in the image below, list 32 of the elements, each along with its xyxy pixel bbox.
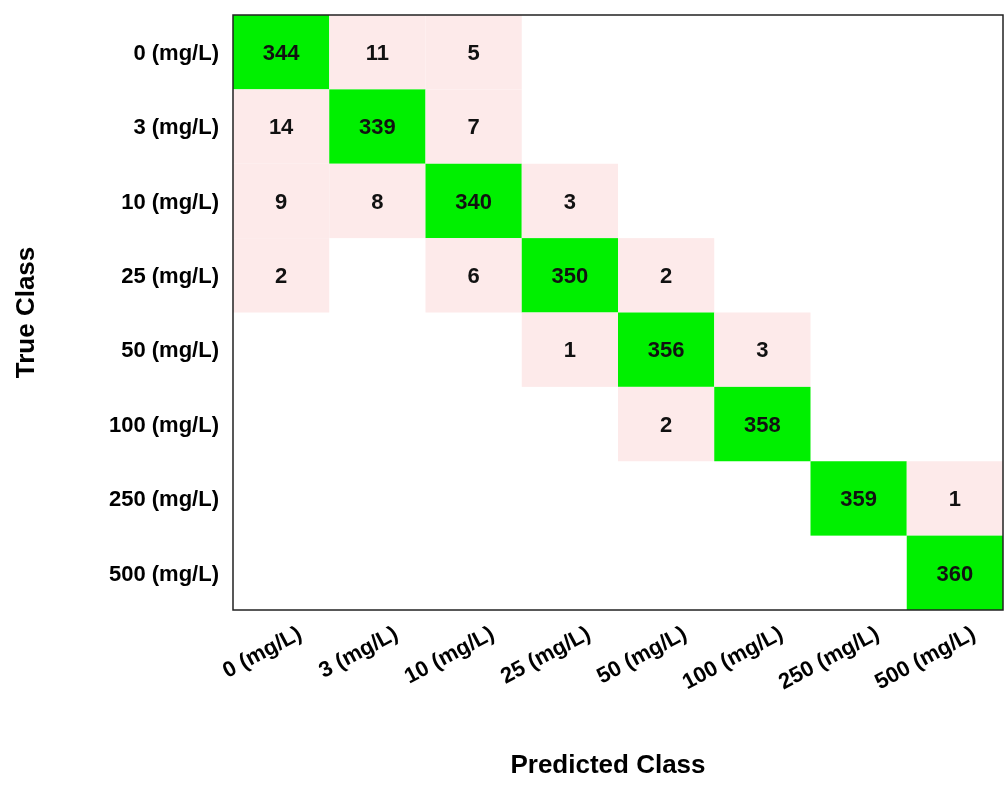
data-label: 6: [467, 263, 480, 289]
y-tick-label: 100 (mg/L): [108, 411, 219, 437]
data-label: 358: [744, 411, 781, 437]
y-tick-label: 50 (mg/L): [121, 337, 219, 363]
y-tick-label: 250 (mg/L): [108, 486, 219, 512]
data-label: 3: [563, 188, 576, 214]
data-label: 3: [756, 337, 769, 363]
data-label: 11: [365, 39, 390, 65]
data-label: 344: [262, 39, 301, 65]
y-tick-label: 0 (mg/L): [133, 39, 219, 65]
data-label: 2: [660, 411, 673, 437]
y-tick-label: 3 (mg/L): [133, 114, 219, 140]
y-tick-label: 25 (mg/L): [121, 263, 219, 289]
y-tick-label: 500 (mg/L): [108, 560, 219, 586]
data-label: 2: [660, 263, 673, 289]
data-label: 14: [268, 114, 295, 140]
data-label: 1: [948, 486, 961, 512]
data-label: 360: [936, 560, 974, 586]
y-tick-label: 10 (mg/L): [121, 188, 219, 214]
data-label: 9: [275, 188, 288, 214]
data-label: 1: [563, 337, 576, 363]
data-label: 339: [359, 114, 396, 140]
x-axis-title: Predicted Class: [510, 749, 706, 779]
data-label: 8: [371, 188, 384, 214]
data-label: 5: [467, 39, 480, 65]
data-label: 359: [840, 486, 877, 512]
y-axis-title: True Class: [10, 246, 40, 379]
data-label: 7: [467, 114, 480, 140]
data-label: 340: [455, 188, 492, 214]
data-label: 356: [647, 337, 685, 363]
data-label: 350: [551, 263, 589, 289]
data-label: 2: [275, 263, 288, 289]
